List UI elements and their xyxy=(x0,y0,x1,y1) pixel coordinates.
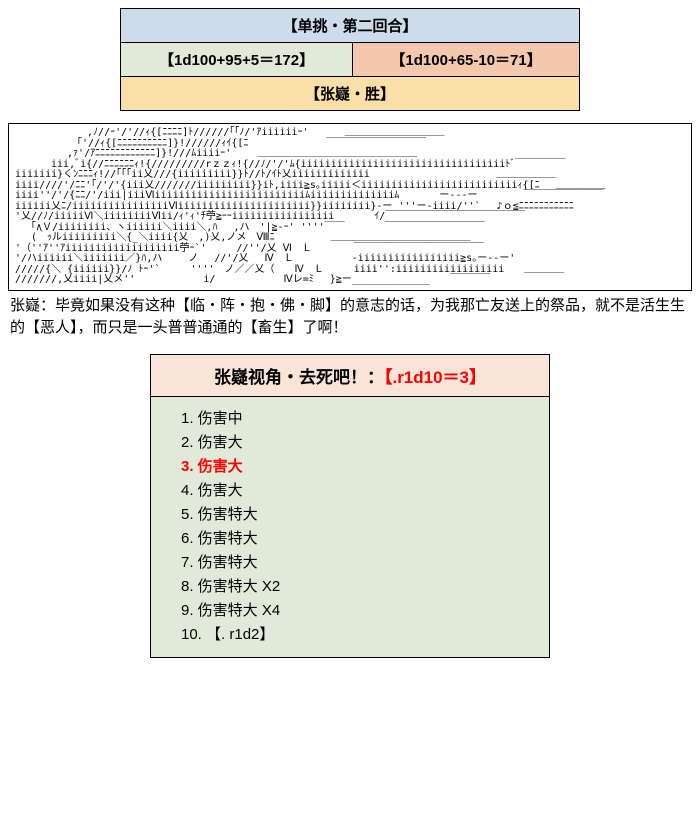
result-row: 2. 伤害大 xyxy=(181,431,539,455)
round-winner: 【张嶷・胜】 xyxy=(121,77,580,111)
result-row: 10. 【. r1d2】 xyxy=(181,623,539,647)
dialog-text: 张嶷：毕竟如果没有这种【临・阵・抱・佛・脚】的意志的话，为我那亡友送上的祭品，就… xyxy=(10,295,690,340)
result-row: 8. 伤害特大 X2 xyxy=(181,575,539,599)
result-row: 9. 伤害特大 X4 xyxy=(181,599,539,623)
round-table: 【单挑・第二回合】 【1d100+95+5＝172】 【1d100+65-10＝… xyxy=(120,8,580,111)
result-row: 6. 伤害特大 xyxy=(181,527,539,551)
result-row: 5. 伤害特大 xyxy=(181,503,539,527)
result-row: 3. 伤害大 xyxy=(181,455,539,479)
roll-right: 【1d100+65-10＝71】 xyxy=(353,43,580,77)
result-box: 张嶷视角・去死吧！：【.r1d10＝3】 1. 伤害中2. 伤害大3. 伤害大4… xyxy=(150,354,550,658)
result-row: 7. 伤害特大 xyxy=(181,551,539,575)
result-head-plain: 张嶷视角・去死吧！： xyxy=(214,368,384,387)
result-head-red: 【.r1d10＝3】 xyxy=(384,368,486,387)
result-head: 张嶷视角・去死吧！：【.r1d10＝3】 xyxy=(151,355,549,397)
roll-left: 【1d100+95+5＝172】 xyxy=(121,43,353,77)
ascii-art: ,ﾉ//ｰ'/'//ｨ{[ﾆﾆﾆﾆ]ﾄ//////｢｢ﾉ/'ｱiiiiiiｰ' … xyxy=(8,123,692,291)
round-title: 【单挑・第二回合】 xyxy=(121,9,580,43)
result-row: 4. 伤害大 xyxy=(181,479,539,503)
result-body: 1. 伤害中2. 伤害大3. 伤害大4. 伤害大5. 伤害特大6. 伤害特大7.… xyxy=(151,397,549,657)
result-row: 1. 伤害中 xyxy=(181,407,539,431)
